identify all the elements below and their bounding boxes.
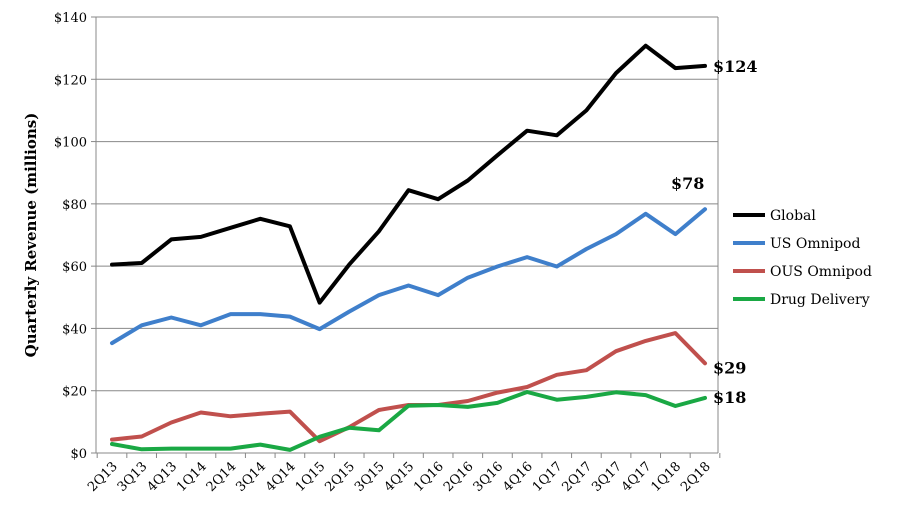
x-tick-label: 3Q16 [471,459,507,495]
y-tick-label: $140 [54,11,87,26]
series-line-us-omnipod [110,207,707,346]
end-labels: $124 $78 $29 $18 [671,57,758,407]
end-value-label: $18 [713,388,746,407]
x-tick-label: 4Q16 [500,459,536,495]
end-value-label: $29 [713,358,746,377]
y-tick-label: $40 [62,322,87,337]
end-value-label: $124 [713,57,758,76]
legend-label: Global [770,208,816,224]
x-tick-label: 2Q18 [678,459,714,495]
legend-label: OUS Omnipod [770,264,872,280]
x-tick-label: 2Q15 [322,459,358,495]
y-tick-label: $20 [62,385,87,400]
x-axis-ticks: 2Q133Q134Q131Q142Q143Q144Q141Q152Q153Q15… [85,453,721,495]
y-tick-label: $0 [70,447,87,462]
x-tick-label: 4Q14 [263,459,299,495]
x-tick-label: 1Q15 [293,459,329,495]
x-tick-label: 1Q14 [174,459,210,495]
series-line-global [110,43,707,305]
x-tick-label: 1Q17 [530,459,566,495]
x-tick-label: 4Q13 [144,459,180,495]
y-axis-ticks: $0 $20 $40 $60 $80 $100 $120 $140 [54,11,96,462]
end-value-label: $78 [671,174,704,193]
legend-label: US Omnipod [770,236,860,252]
series-lines [110,43,707,452]
x-tick-label: 3Q13 [115,459,151,495]
x-tick-label: 1Q18 [648,459,684,495]
series-line-ous-omnipod [110,331,707,444]
x-tick-label: 2Q16 [441,459,477,495]
x-tick-label: 3Q14 [233,459,269,495]
x-tick-label: 2Q17 [560,459,596,495]
x-tick-label: 3Q15 [352,459,388,495]
gridlines [96,16,718,392]
legend: Global US Omnipod OUS Omnipod Drug Delivery [733,208,872,308]
y-tick-label: $80 [62,198,87,213]
y-tick-label: $120 [54,73,87,88]
y-axis-label: Quarterly Revenue (millions) [22,113,40,358]
series-line-drug-delivery [110,390,707,452]
x-tick-label: 2Q13 [85,459,121,495]
y-tick-label: $100 [54,136,87,151]
x-tick-label: 4Q15 [382,459,418,495]
x-tick-label: 2Q14 [204,459,240,495]
x-tick-label: 3Q17 [589,459,625,495]
legend-label: Drug Delivery [770,292,870,308]
x-tick-label: 1Q16 [411,459,447,495]
y-tick-label: $60 [62,260,87,275]
axes [95,17,719,454]
x-tick-label: 4Q17 [619,459,655,495]
